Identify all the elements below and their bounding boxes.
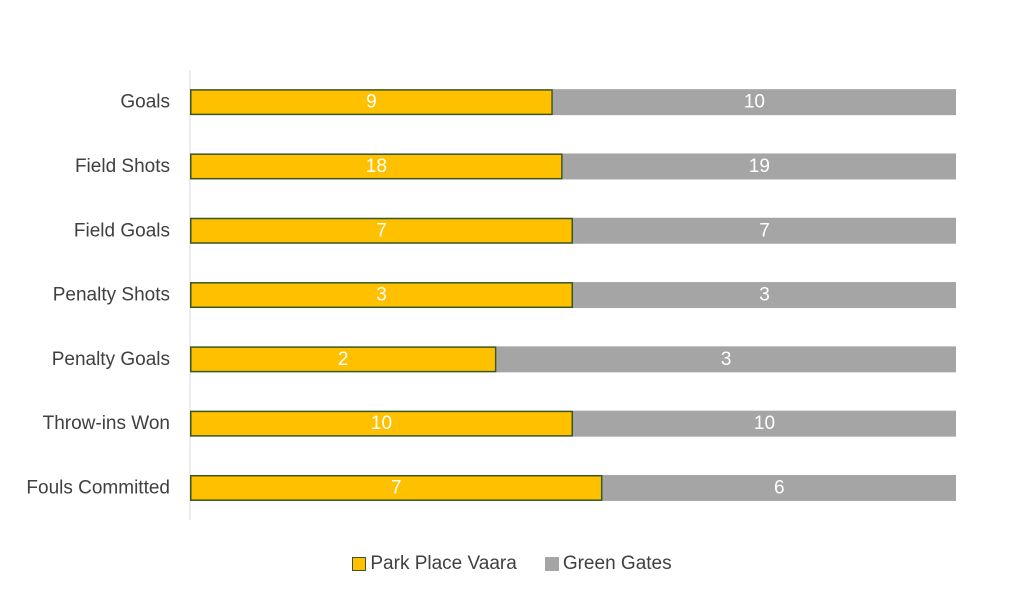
legend: Park Place Vaara Green Gates xyxy=(0,553,1024,575)
bar-green-gates-field-goals xyxy=(573,217,956,244)
bar-park-place-vaara-fouls-committed xyxy=(190,474,603,501)
legend-item-series-1: Park Place Vaara xyxy=(352,553,517,575)
legend-label-series-2: Green Gates xyxy=(562,553,672,574)
bar-green-gates-field-shots xyxy=(562,153,956,180)
bar-green-gates-fouls-committed xyxy=(602,474,956,501)
value-label-green-gates-field-goals: 7 xyxy=(759,220,770,241)
bar-park-place-vaara-penalty-shots xyxy=(190,282,573,309)
bar-park-place-vaara-throw-ins-won xyxy=(190,410,573,437)
bar-green-gates-penalty-shots xyxy=(573,282,956,309)
category-label-field-shots: Field Shots xyxy=(75,156,170,177)
bar-green-gates-throw-ins-won xyxy=(573,410,956,437)
bar-park-place-vaara-field-goals xyxy=(190,217,573,244)
category-label-fouls-committed: Fouls Committed xyxy=(26,477,170,498)
category-label-penalty-goals: Penalty Goals xyxy=(52,349,170,370)
value-label-green-gates-goals: 10 xyxy=(744,92,765,113)
value-label-green-gates-penalty-goals: 3 xyxy=(721,349,732,370)
value-label-park-place-vaara-penalty-goals: 2 xyxy=(338,349,349,370)
value-label-park-place-vaara-throw-ins-won: 10 xyxy=(371,413,392,434)
value-label-green-gates-fouls-committed: 6 xyxy=(774,477,785,498)
value-label-green-gates-field-shots: 19 xyxy=(749,156,770,177)
legend-swatch-series-2 xyxy=(544,557,559,571)
value-label-park-place-vaara-goals: 9 xyxy=(366,92,377,113)
legend-swatch-series-1 xyxy=(352,557,367,571)
bar-chart: Goals 9 10 Field Shots 18 19 Field Goals 7 7 Pena… xyxy=(26,70,956,520)
bar-park-place-vaara-goals xyxy=(190,89,553,116)
bar-park-place-vaara-penalty-goals xyxy=(190,346,497,373)
value-label-green-gates-penalty-shots: 3 xyxy=(759,285,770,306)
category-label-goals: Goals xyxy=(120,92,170,113)
category-label-throw-ins-won: Throw-ins Won xyxy=(43,413,170,434)
value-label-green-gates-throw-ins-won: 10 xyxy=(754,413,775,434)
bar-park-place-vaara-field-shots xyxy=(190,153,563,180)
bars-layer xyxy=(190,89,956,501)
bar-green-gates-penalty-goals xyxy=(496,346,956,373)
category-label-penalty-shots: Penalty Shots xyxy=(53,285,170,306)
legend-item-series-2: Green Gates xyxy=(544,553,672,575)
category-label-field-goals: Field Goals xyxy=(74,220,170,241)
bar-green-gates-goals xyxy=(552,89,956,116)
value-label-park-place-vaara-field-shots: 18 xyxy=(366,156,387,177)
legend-label-series-1: Park Place Vaara xyxy=(370,553,517,574)
value-label-park-place-vaara-field-goals: 7 xyxy=(376,220,387,241)
value-label-park-place-vaara-penalty-shots: 3 xyxy=(376,285,387,306)
value-label-park-place-vaara-fouls-committed: 7 xyxy=(391,477,402,498)
